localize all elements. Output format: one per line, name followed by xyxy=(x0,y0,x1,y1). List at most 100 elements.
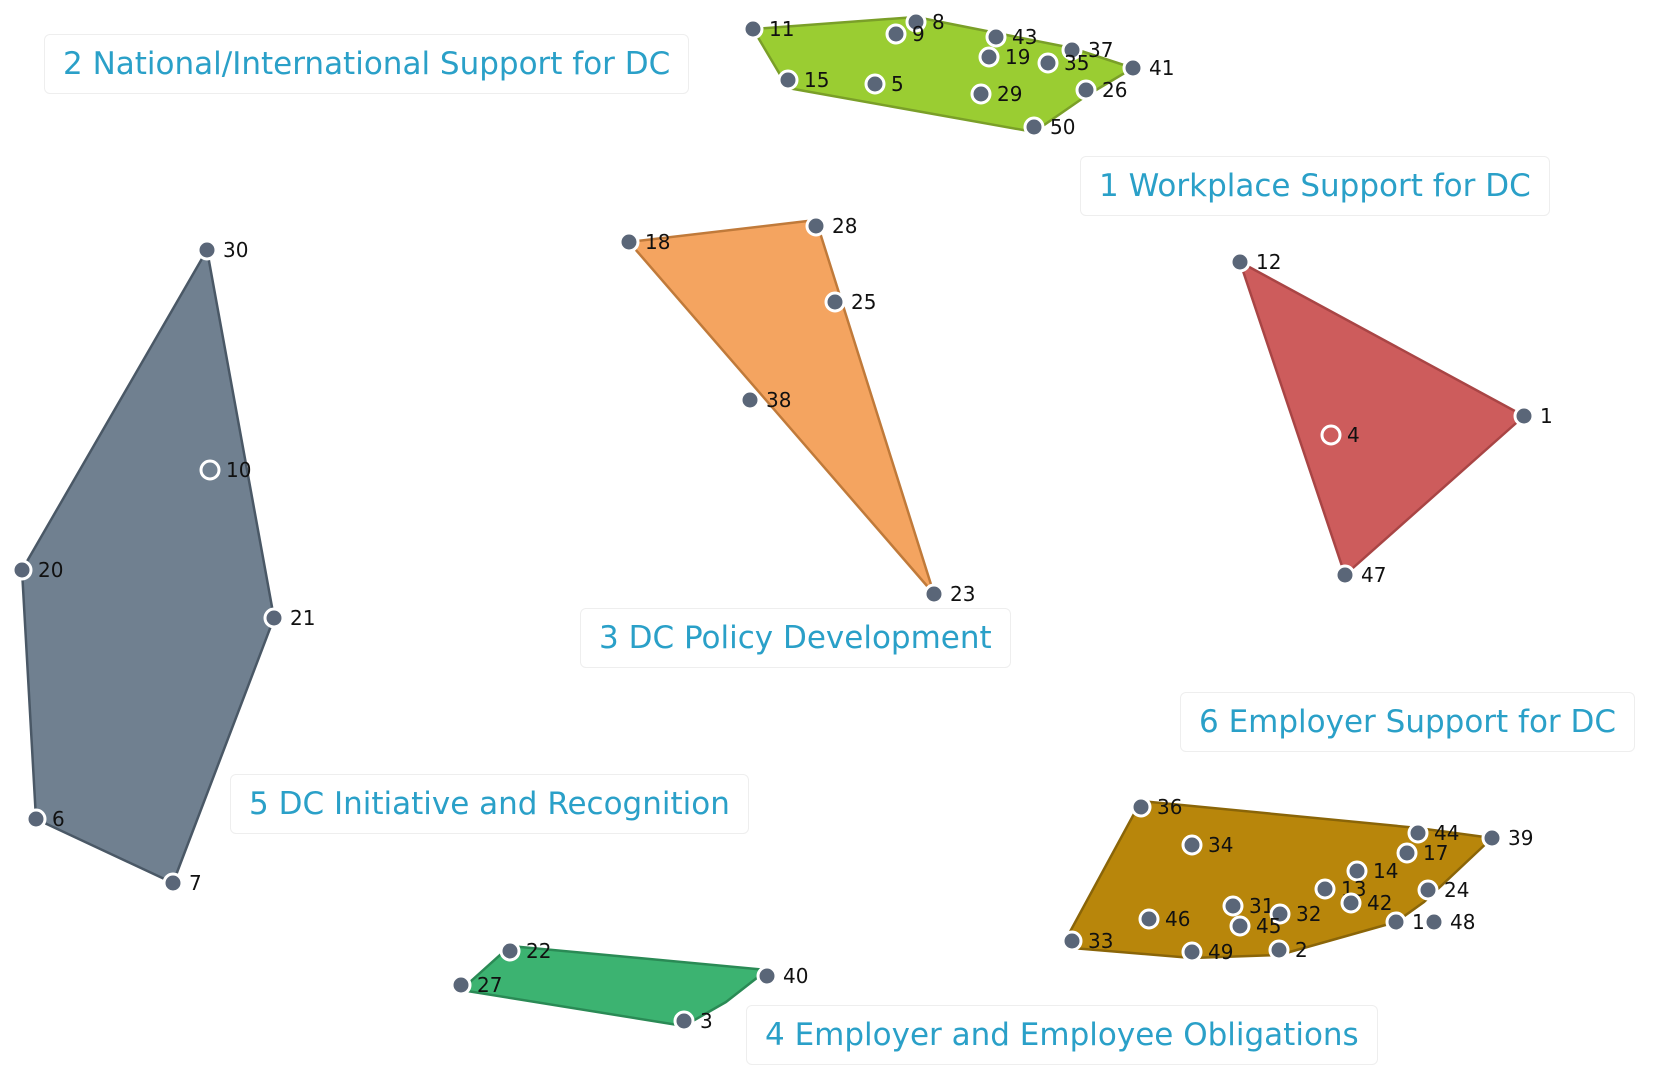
point-label: 4 xyxy=(1347,423,1360,447)
point-label: 38 xyxy=(766,388,791,412)
data-point-6: 6 xyxy=(25,807,65,831)
point-marker xyxy=(1268,939,1290,961)
point-marker xyxy=(805,215,827,237)
point-marker xyxy=(673,1010,695,1032)
point-marker xyxy=(1037,52,1059,74)
data-point-2: 2 xyxy=(1268,938,1308,962)
point-marker xyxy=(1481,827,1503,849)
point-marker xyxy=(1340,892,1362,914)
point-marker xyxy=(1396,842,1418,864)
point-label: 33 xyxy=(1088,929,1113,953)
point-label: 22 xyxy=(526,939,551,963)
point-label: 43 xyxy=(1012,25,1037,49)
data-point-20: 20 xyxy=(11,558,63,582)
point-marker xyxy=(905,11,927,33)
point-label: 34 xyxy=(1208,833,1233,857)
point-label: 26 xyxy=(1102,78,1127,102)
data-point-1: 1 xyxy=(1513,404,1553,428)
data-point-7: 7 xyxy=(162,871,202,895)
point-label: 15 xyxy=(804,68,829,92)
point-marker xyxy=(1222,895,1244,917)
point-marker xyxy=(756,965,778,987)
data-point-11: 11 xyxy=(742,17,794,41)
data-point-50: 50 xyxy=(1023,115,1075,139)
point-label: 45 xyxy=(1256,914,1281,938)
point-label: 46 xyxy=(1165,907,1190,931)
point-label: 9 xyxy=(912,22,925,46)
cluster-label-1: 1 Workplace Support for DC xyxy=(1080,156,1550,216)
point-marker xyxy=(499,940,521,962)
point-label: 3 xyxy=(700,1009,713,1033)
point-label: 11 xyxy=(769,17,794,41)
cluster-label-5: 5 DC Initiative and Recognition xyxy=(230,774,749,834)
data-point-34: 34 xyxy=(1181,833,1233,857)
data-point-23: 23 xyxy=(923,582,975,606)
point-marker xyxy=(162,872,184,894)
data-point-29: 29 xyxy=(970,82,1022,106)
point-marker xyxy=(1061,930,1083,952)
point-label: 17 xyxy=(1423,841,1448,865)
data-point-26: 26 xyxy=(1075,78,1127,102)
point-marker xyxy=(618,231,640,253)
point-label: 49 xyxy=(1208,940,1233,964)
point-marker xyxy=(1314,878,1336,900)
data-point-5: 5 xyxy=(864,72,904,96)
cluster-hull-3 xyxy=(627,218,936,596)
point-marker xyxy=(1229,915,1251,937)
point-label: 7 xyxy=(189,871,202,895)
point-marker xyxy=(824,291,846,313)
point-label: 27 xyxy=(477,973,502,997)
data-point-15: 15 xyxy=(777,68,829,92)
cluster-label-3: 3 DC Policy Development xyxy=(580,608,1011,668)
point-marker xyxy=(450,974,472,996)
point-marker xyxy=(885,23,907,45)
point-label: 14 xyxy=(1373,859,1398,883)
point-label: 36 xyxy=(1157,795,1182,819)
point-marker xyxy=(1023,116,1045,138)
point-marker xyxy=(1423,911,1445,933)
point-label: 37 xyxy=(1088,38,1113,62)
point-marker xyxy=(742,18,764,40)
point-label: 35 xyxy=(1064,51,1089,75)
cluster-hull-5 xyxy=(20,248,276,885)
point-label: 21 xyxy=(290,606,315,630)
point-marker xyxy=(1334,564,1356,586)
data-point-37: 37 xyxy=(1061,38,1113,62)
point-label: 20 xyxy=(38,558,63,582)
data-point-41: 41 xyxy=(1122,56,1174,80)
data-point-14: 14 xyxy=(1346,859,1398,883)
data-point-18: 18 xyxy=(618,230,670,254)
point-label: 2 xyxy=(1295,938,1308,962)
point-label: 6 xyxy=(52,807,65,831)
point-label: 5 xyxy=(891,72,904,96)
point-label: 23 xyxy=(950,582,975,606)
point-marker xyxy=(978,46,1000,68)
cluster-label-4: 4 Employer and Employee Obligations xyxy=(746,1005,1378,1065)
cluster-label-6: 6 Employer Support for DC xyxy=(1180,692,1636,752)
point-marker xyxy=(777,69,799,91)
data-point-25: 25 xyxy=(824,290,876,314)
data-point-12: 12 xyxy=(1229,250,1281,274)
data-point-42: 42 xyxy=(1340,891,1392,915)
data-point-39: 39 xyxy=(1481,826,1533,850)
data-point-38: 38 xyxy=(739,388,791,412)
point-label: 41 xyxy=(1149,56,1174,80)
point-label: 25 xyxy=(851,290,876,314)
data-point-19: 19 xyxy=(978,45,1030,69)
data-point-46: 46 xyxy=(1138,907,1190,931)
data-point-3: 3 xyxy=(673,1009,713,1033)
data-point-49: 49 xyxy=(1181,940,1233,964)
point-marker xyxy=(1407,822,1429,844)
point-label: 47 xyxy=(1361,563,1386,587)
point-label: 12 xyxy=(1256,250,1281,274)
data-point-24: 24 xyxy=(1417,878,1469,902)
data-point-40: 40 xyxy=(756,964,808,988)
point-marker xyxy=(1513,405,1535,427)
data-point-30: 30 xyxy=(196,238,248,262)
point-marker xyxy=(1130,796,1152,818)
point-marker xyxy=(1075,79,1097,101)
point-marker xyxy=(1229,251,1251,273)
point-label: 48 xyxy=(1450,910,1475,934)
point-marker xyxy=(970,83,992,105)
